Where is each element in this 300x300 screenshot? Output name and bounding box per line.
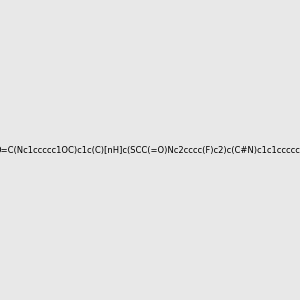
Text: O=C(Nc1ccccc1OC)c1c(C)[nH]c(SCC(=O)Nc2cccc(F)c2)c(C#N)c1c1ccccc1: O=C(Nc1ccccc1OC)c1c(C)[nH]c(SCC(=O)Nc2cc…: [0, 146, 300, 154]
